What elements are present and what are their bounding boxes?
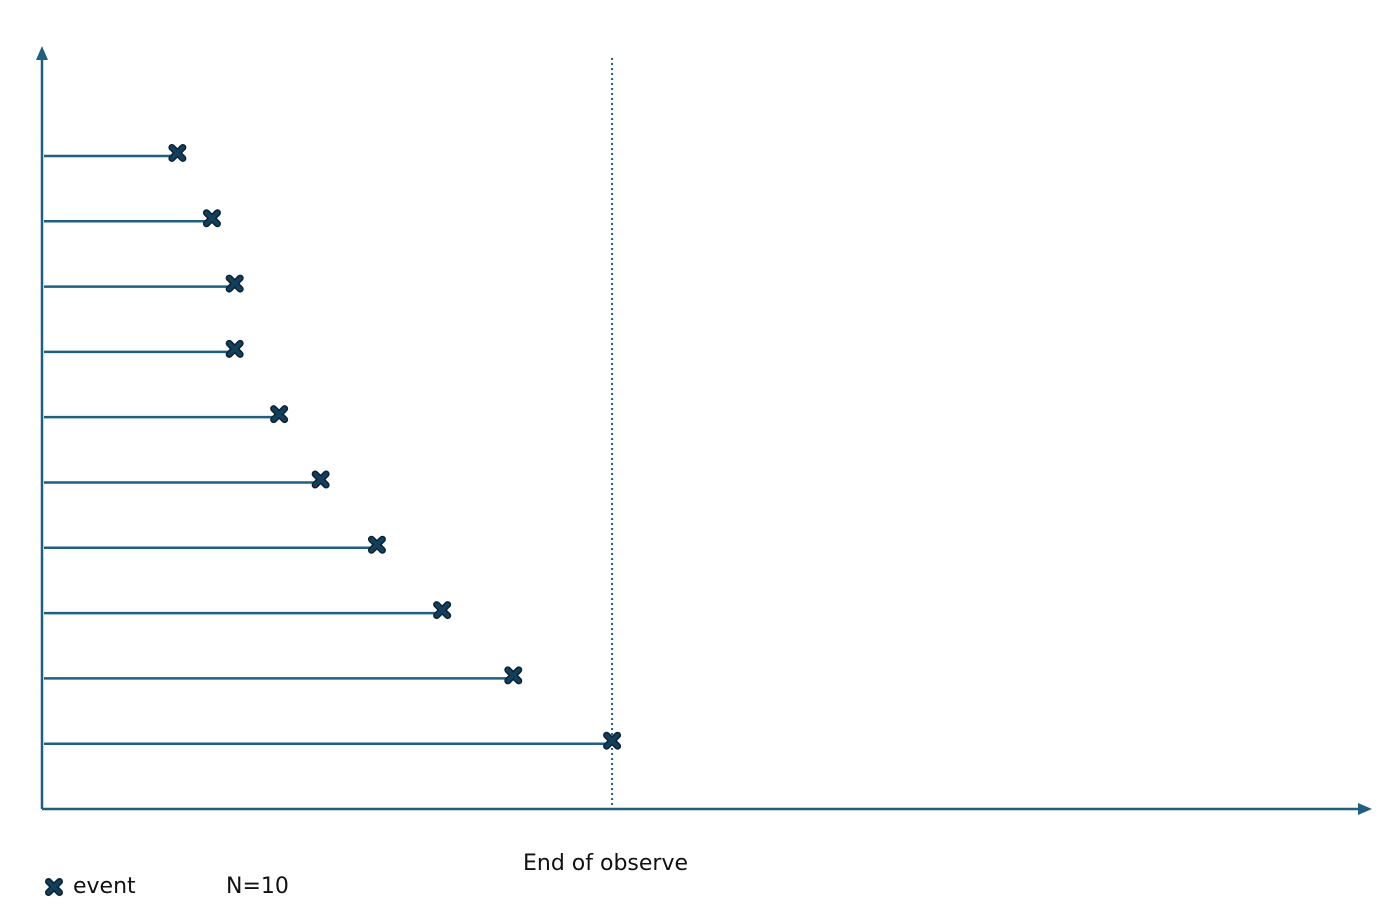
x-axis-arrowhead xyxy=(1358,803,1372,815)
legend: event N=10 xyxy=(49,874,289,899)
legend-event-label: event xyxy=(73,874,136,899)
event-marker-3 xyxy=(229,278,240,289)
legend-n-label: N=10 xyxy=(226,874,289,899)
legend-event-marker-icon xyxy=(49,882,60,893)
end-of-observation-label: End of observe xyxy=(523,851,688,876)
event-markers xyxy=(172,147,618,746)
event-marker-8 xyxy=(437,605,448,616)
event-marker-7 xyxy=(371,539,382,550)
event-marker-5 xyxy=(274,409,285,420)
event-marker-4 xyxy=(229,343,240,354)
event-marker-10 xyxy=(607,735,618,746)
event-timelines xyxy=(44,154,613,745)
event-marker-6 xyxy=(315,474,326,485)
event-marker-9 xyxy=(508,670,519,681)
event-marker-2 xyxy=(206,213,217,224)
y-axis-arrowhead xyxy=(36,46,48,60)
event-marker-1 xyxy=(172,147,183,158)
axes xyxy=(36,46,1372,815)
